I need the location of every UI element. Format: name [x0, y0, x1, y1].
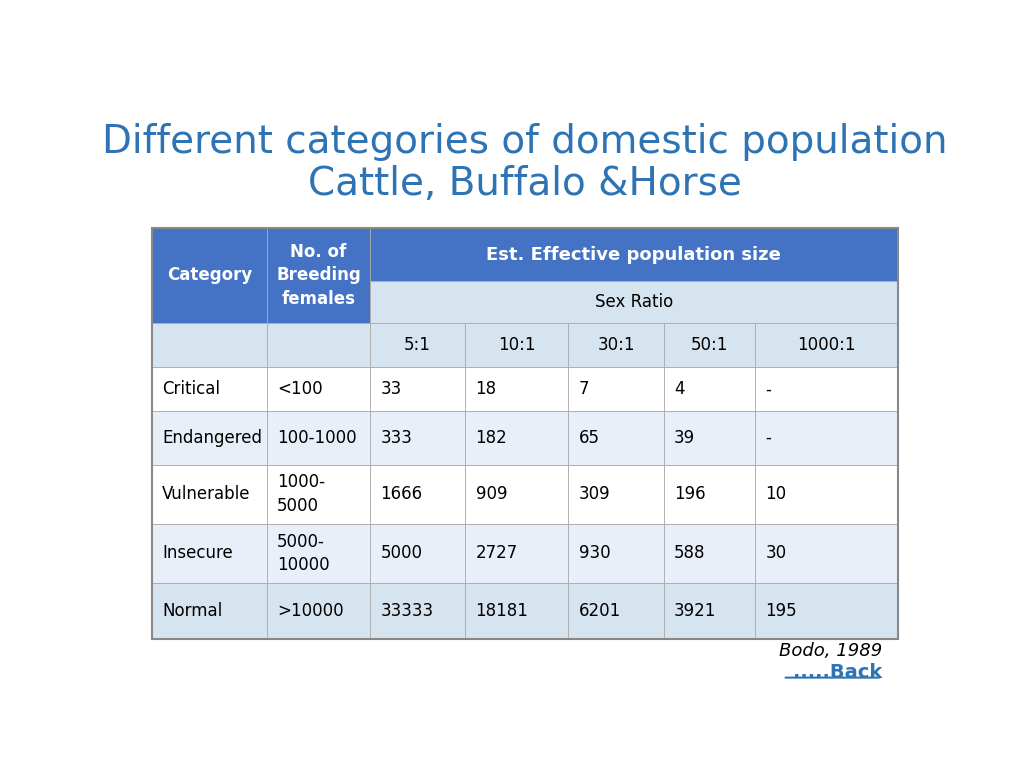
Text: 5000-
10000: 5000- 10000	[278, 533, 330, 574]
Text: 30:1: 30:1	[597, 336, 635, 354]
Bar	[370, 367, 465, 412]
Bar	[465, 583, 568, 639]
Bar	[152, 228, 898, 639]
Bar	[755, 465, 898, 524]
Text: 588: 588	[674, 545, 706, 562]
Text: 30: 30	[765, 545, 786, 562]
Bar	[152, 583, 267, 639]
Text: 50:1: 50:1	[690, 336, 728, 354]
Text: 3921: 3921	[674, 602, 717, 620]
Text: 196: 196	[674, 485, 706, 503]
Bar	[267, 412, 370, 465]
Text: 1000:1: 1000:1	[797, 336, 856, 354]
Bar	[568, 465, 664, 524]
Bar	[568, 524, 664, 583]
Text: 10:1: 10:1	[498, 336, 536, 354]
Bar	[465, 367, 568, 412]
Text: 5000: 5000	[380, 545, 422, 562]
Bar	[267, 228, 370, 323]
Bar	[465, 465, 568, 524]
Text: Sex Ratio: Sex Ratio	[595, 293, 673, 311]
Bar	[267, 367, 370, 412]
Text: 65: 65	[579, 429, 600, 447]
Text: 182: 182	[475, 429, 507, 447]
Bar	[755, 323, 898, 367]
Text: 18181: 18181	[475, 602, 528, 620]
Text: 2727: 2727	[475, 545, 518, 562]
Bar	[664, 465, 755, 524]
Text: -: -	[765, 380, 771, 399]
Bar	[755, 583, 898, 639]
Bar	[664, 583, 755, 639]
Text: 195: 195	[765, 602, 797, 620]
Bar	[267, 465, 370, 524]
Text: Insecure: Insecure	[162, 545, 232, 562]
Text: 1000-
5000: 1000- 5000	[278, 474, 326, 515]
Bar	[267, 524, 370, 583]
Bar	[370, 228, 898, 281]
Text: Endangered: Endangered	[162, 429, 262, 447]
Text: <100: <100	[278, 380, 323, 399]
Text: Cattle, Buffalo &Horse: Cattle, Buffalo &Horse	[308, 165, 741, 203]
Text: 10: 10	[765, 485, 786, 503]
Bar	[465, 323, 568, 367]
Bar	[152, 323, 267, 367]
Text: 18: 18	[475, 380, 497, 399]
Bar	[755, 367, 898, 412]
Text: No. of
Breeding
females: No. of Breeding females	[276, 243, 360, 308]
Bar	[755, 412, 898, 465]
Text: Different categories of domestic population: Different categories of domestic populat…	[102, 124, 947, 161]
Bar	[152, 524, 267, 583]
Text: 930: 930	[579, 545, 610, 562]
Text: 100-1000: 100-1000	[278, 429, 356, 447]
Text: Vulnerable: Vulnerable	[162, 485, 251, 503]
Text: Critical: Critical	[162, 380, 220, 399]
Bar	[370, 323, 465, 367]
Bar	[370, 524, 465, 583]
Bar	[664, 323, 755, 367]
Bar	[465, 524, 568, 583]
Text: Normal: Normal	[162, 602, 222, 620]
Text: 309: 309	[579, 485, 610, 503]
Text: 909: 909	[475, 485, 507, 503]
Bar	[568, 412, 664, 465]
Bar	[152, 228, 267, 323]
Bar	[152, 412, 267, 465]
Text: Est. Effective population size: Est. Effective population size	[486, 246, 781, 263]
Bar	[267, 323, 370, 367]
Text: 1666: 1666	[380, 485, 423, 503]
Bar	[370, 281, 898, 323]
Bar	[664, 367, 755, 412]
Bar	[568, 323, 664, 367]
Text: Bodo, 1989: Bodo, 1989	[778, 642, 882, 660]
Bar	[152, 465, 267, 524]
Bar	[267, 583, 370, 639]
Bar	[664, 412, 755, 465]
Bar	[568, 367, 664, 412]
Bar	[664, 524, 755, 583]
Bar	[568, 583, 664, 639]
Bar	[755, 524, 898, 583]
Text: 333: 333	[380, 429, 413, 447]
Text: Category: Category	[167, 266, 252, 284]
Bar	[370, 465, 465, 524]
Bar	[465, 412, 568, 465]
Bar	[152, 367, 267, 412]
Text: 6201: 6201	[579, 602, 621, 620]
Text: 4: 4	[674, 380, 684, 399]
Text: .....Back: .....Back	[793, 664, 882, 683]
Text: -: -	[765, 429, 771, 447]
Text: >10000: >10000	[278, 602, 344, 620]
Text: 33333: 33333	[380, 602, 433, 620]
Text: 7: 7	[579, 380, 589, 399]
Bar	[370, 583, 465, 639]
Text: 5:1: 5:1	[404, 336, 431, 354]
Text: 39: 39	[674, 429, 695, 447]
Bar	[370, 412, 465, 465]
Text: 33: 33	[380, 380, 401, 399]
